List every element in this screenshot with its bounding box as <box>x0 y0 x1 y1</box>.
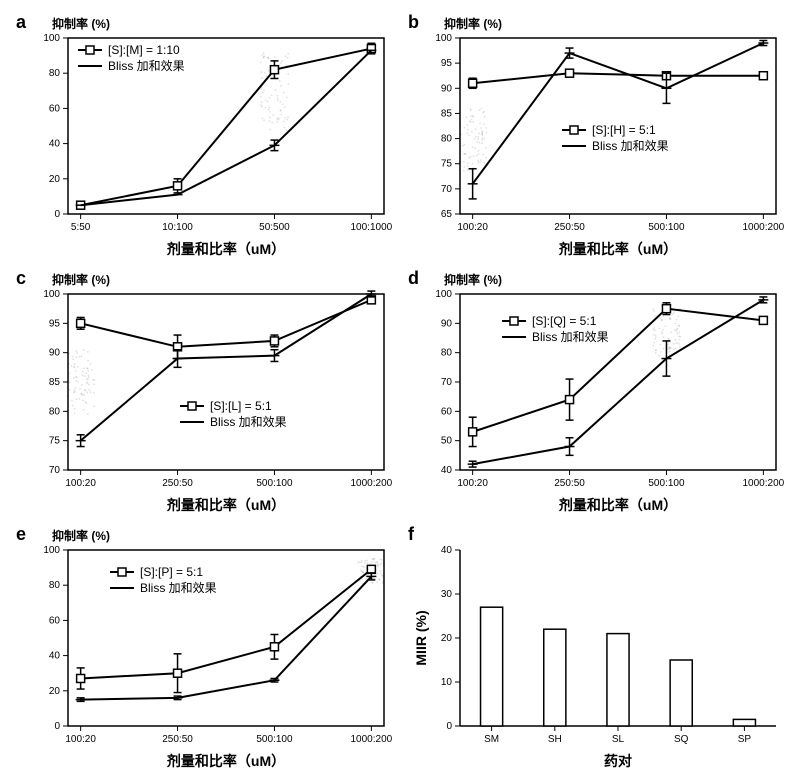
svg-text:100: 100 <box>435 289 452 300</box>
legend-item: Bliss 加和效果 <box>592 138 669 153</box>
svg-text:75: 75 <box>49 436 61 447</box>
svg-text:80: 80 <box>441 348 453 359</box>
svg-text:30: 30 <box>441 589 453 600</box>
svg-text:70: 70 <box>441 184 453 195</box>
svg-text:40: 40 <box>49 651 61 662</box>
svg-text:100:20: 100:20 <box>457 478 488 489</box>
svg-text:100: 100 <box>435 33 452 44</box>
svg-text:40: 40 <box>441 545 453 556</box>
xlabel: 剂量和比率（uM） <box>559 497 677 513</box>
panel-f: f 0 10 20 30 40 SM SH SL SQ SP 药对 MIIR (%) <box>402 522 790 774</box>
xlabel: 剂量和比率（uM） <box>167 241 285 257</box>
svg-text:85: 85 <box>441 108 453 119</box>
svg-text:80: 80 <box>49 580 61 591</box>
legend-item: [S]:[L] = 5:1 <box>210 399 272 413</box>
panel-d: d 40 50 60 70 80 90 100 100:20 250:50 500:100 1000:… <box>402 266 790 518</box>
svg-text:100:20: 100:20 <box>65 734 96 745</box>
svg-text:40: 40 <box>441 465 453 476</box>
svg-text:100:20: 100:20 <box>457 222 488 233</box>
ylabel: 抑制率 (%) <box>444 16 502 31</box>
svg-text:1000:200: 1000:200 <box>743 478 785 489</box>
xlabel: 剂量和比率（uM） <box>167 753 285 769</box>
svg-text:100:1000: 100:1000 <box>351 222 393 233</box>
svg-text:10: 10 <box>441 677 453 688</box>
ylabel: 抑制率 (%) <box>52 16 110 31</box>
panel-e: e 0 20 40 60 80 100 100:20 250:50 500:100 1000:200… <box>10 522 398 774</box>
svg-text:70: 70 <box>49 465 61 476</box>
svg-text:500:100: 500:100 <box>648 478 685 489</box>
svg-text:80: 80 <box>49 406 61 417</box>
xlabel: 剂量和比率（uM） <box>559 241 677 257</box>
svg-text:1000:200: 1000:200 <box>351 734 393 745</box>
svg-text:500:100: 500:100 <box>648 222 685 233</box>
svg-text:SQ: SQ <box>674 734 689 745</box>
ylabel: 抑制率 (%) <box>52 528 110 543</box>
svg-text:1000:200: 1000:200 <box>351 478 393 489</box>
legend-item: [S]:[Q] = 5:1 <box>532 314 597 328</box>
svg-text:10:100: 10:100 <box>162 222 193 233</box>
svg-text:40: 40 <box>49 139 61 150</box>
svg-text:95: 95 <box>49 318 61 329</box>
legend-item: Bliss 加和效果 <box>108 58 185 73</box>
svg-text:0: 0 <box>446 721 452 732</box>
svg-text:SM: SM <box>484 734 499 745</box>
panel-label: b <box>408 12 419 33</box>
svg-text:20: 20 <box>49 686 61 697</box>
svg-text:100: 100 <box>43 33 60 44</box>
panel-label: e <box>16 524 26 545</box>
svg-text:250:50: 250:50 <box>554 222 585 233</box>
panel-c: c 70 75 80 85 90 95 100 100:20 250:50 500:100 1000:… <box>10 266 398 518</box>
ylabel: 抑制率 (%) <box>444 272 502 287</box>
svg-text:80: 80 <box>49 68 61 79</box>
svg-text:60: 60 <box>49 615 61 626</box>
svg-text:50: 50 <box>441 436 453 447</box>
svg-text:90: 90 <box>49 348 61 359</box>
svg-text:0: 0 <box>54 721 60 732</box>
svg-text:60: 60 <box>441 406 453 417</box>
svg-text:20: 20 <box>441 633 453 644</box>
svg-text:100:20: 100:20 <box>65 478 96 489</box>
panel-label: d <box>408 268 419 289</box>
svg-text:1000:200: 1000:200 <box>743 222 785 233</box>
svg-text:SL: SL <box>612 734 625 745</box>
svg-text:80: 80 <box>441 134 453 145</box>
svg-text:0: 0 <box>54 209 60 220</box>
svg-text:90: 90 <box>441 83 453 94</box>
panel-b: b 65 70 75 80 85 90 95 100 100:20 250:50 500:100 100… <box>402 10 790 262</box>
ylabel: MIIR (%) <box>413 610 429 665</box>
xlabel: 剂量和比率（uM） <box>167 497 285 513</box>
svg-text:500:100: 500:100 <box>256 478 293 489</box>
svg-text:85: 85 <box>49 377 61 388</box>
svg-text:500:100: 500:100 <box>256 734 293 745</box>
svg-text:SH: SH <box>548 734 562 745</box>
panel-a: a 0 20 40 60 80 100 5:50 10:100 50:500 100:1000 剂量和… <box>10 10 398 262</box>
panel-label: f <box>408 524 414 545</box>
panel-label: a <box>16 12 26 33</box>
svg-text:250:50: 250:50 <box>554 478 585 489</box>
legend-item: [S]:[M] = 1:10 <box>108 43 180 57</box>
svg-text:95: 95 <box>441 58 453 69</box>
ylabel: 抑制率 (%) <box>52 272 110 287</box>
svg-text:60: 60 <box>49 103 61 114</box>
xlabel: 药对 <box>604 753 632 769</box>
legend-item: Bliss 加和效果 <box>532 329 609 344</box>
svg-text:70: 70 <box>441 377 453 388</box>
svg-text:100: 100 <box>43 545 60 556</box>
svg-text:250:50: 250:50 <box>162 734 193 745</box>
svg-text:250:50: 250:50 <box>162 478 193 489</box>
legend-item: [S]:[P] = 5:1 <box>140 565 203 579</box>
legend-item: [S]:[H] = 5:1 <box>592 123 656 137</box>
panel-label: c <box>16 268 26 289</box>
svg-text:50:500: 50:500 <box>259 222 290 233</box>
svg-text:100: 100 <box>43 289 60 300</box>
svg-text:65: 65 <box>441 209 453 220</box>
legend-item: Bliss 加和效果 <box>210 414 287 429</box>
legend-item: Bliss 加和效果 <box>140 580 217 595</box>
svg-text:SP: SP <box>738 734 752 745</box>
svg-text:5:50: 5:50 <box>71 222 91 233</box>
svg-text:90: 90 <box>441 318 453 329</box>
svg-text:20: 20 <box>49 174 61 185</box>
svg-text:75: 75 <box>441 159 453 170</box>
